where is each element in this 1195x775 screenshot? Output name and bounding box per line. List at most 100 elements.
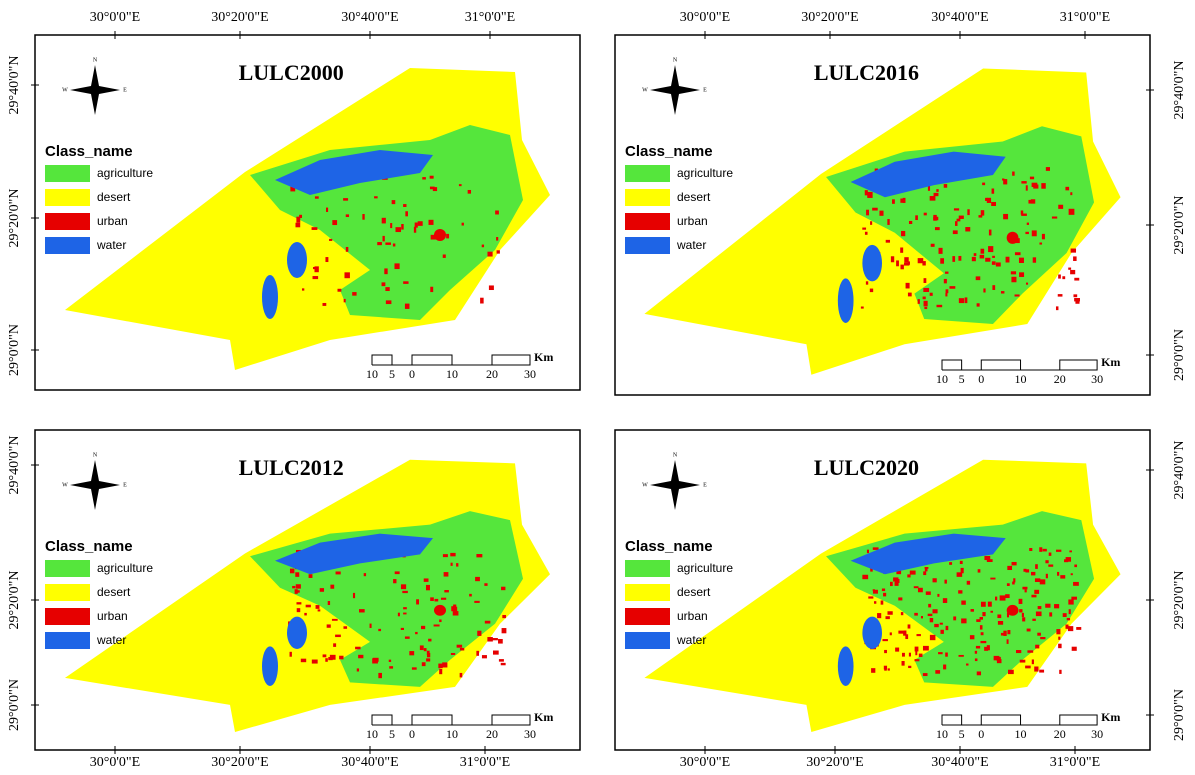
urban-patch	[867, 550, 869, 553]
urban-patch	[1019, 609, 1022, 612]
small-lake	[262, 275, 278, 319]
urban-patch	[468, 190, 471, 194]
urban-patch	[443, 554, 448, 557]
urban-patch	[484, 583, 487, 586]
compass-label: E	[703, 482, 707, 488]
urban-patch	[873, 590, 878, 594]
urban-patch	[895, 582, 899, 586]
urban-patch	[966, 664, 968, 666]
legend-swatch	[625, 189, 670, 206]
urban-patch	[953, 230, 958, 234]
urban-patch	[872, 208, 878, 211]
urban-patch	[1058, 644, 1062, 648]
legend-swatch	[45, 237, 90, 254]
urban-patch	[908, 293, 912, 297]
urban-patch	[932, 609, 937, 613]
urban-patch	[444, 590, 449, 592]
urban-patch	[1074, 298, 1080, 301]
urban-patch	[958, 590, 962, 593]
urban-patch	[382, 218, 386, 224]
urban-patch	[422, 177, 426, 179]
urban-patch	[1027, 650, 1033, 652]
urban-patch	[480, 298, 484, 304]
urban-patch	[403, 281, 408, 284]
urban-patch	[924, 213, 927, 216]
urban-patch	[451, 563, 453, 566]
urban-patch	[415, 632, 418, 634]
urban-patch	[937, 594, 939, 597]
urban-patch	[409, 651, 414, 655]
urban-patch	[981, 210, 985, 215]
urban-patch	[902, 653, 905, 657]
urban-patch	[446, 234, 449, 239]
urban-patch	[1032, 230, 1037, 236]
urban-patch	[364, 573, 366, 576]
scale-label: 0	[409, 367, 415, 381]
urban-patch	[977, 671, 981, 675]
urban-center	[434, 229, 446, 241]
urban-patch	[990, 611, 993, 613]
urban-patch	[900, 265, 903, 270]
urban-patch	[921, 616, 923, 618]
urban-patch	[990, 578, 995, 580]
urban-patch	[982, 612, 985, 616]
map-panel: 30°0'0"E30°20'0"E30°40'0"E31°0'0"E29°40'…	[615, 10, 1187, 395]
compass-label: W	[642, 87, 648, 93]
scale-label: 5	[959, 372, 965, 386]
urban-patch	[923, 297, 926, 300]
urban-patch	[1049, 612, 1052, 616]
urban-patch	[882, 589, 885, 592]
scale-label: 30	[1091, 372, 1103, 386]
urban-patch	[430, 597, 434, 601]
urban-patch	[1056, 629, 1060, 634]
urban-patch	[498, 639, 503, 644]
urban-center	[434, 605, 446, 616]
urban-patch	[915, 647, 919, 652]
urban-patch	[424, 578, 429, 581]
urban-patch	[358, 655, 363, 658]
urban-patch	[1039, 670, 1044, 673]
urban-patch	[296, 217, 300, 223]
urban-patch	[394, 263, 399, 269]
compass-label: W	[62, 482, 68, 488]
urban-center	[1007, 605, 1019, 616]
urban-patch	[487, 637, 492, 641]
urban-patch	[972, 257, 976, 261]
urban-patch	[424, 648, 427, 651]
small-lake	[862, 617, 882, 649]
urban-patch	[930, 196, 936, 201]
legend-label: water	[676, 633, 706, 647]
x-axis-label: 30°40'0"E	[341, 10, 398, 25]
urban-patch	[344, 299, 346, 302]
urban-patch	[313, 276, 319, 279]
urban-patch	[1007, 639, 1009, 644]
urban-patch	[893, 577, 898, 581]
urban-patch	[418, 221, 423, 226]
urban-patch	[933, 578, 937, 582]
urban-patch	[1022, 613, 1024, 617]
urban-patch	[405, 211, 408, 216]
urban-patch	[377, 242, 382, 245]
urban-patch	[978, 215, 982, 217]
urban-patch	[930, 293, 933, 296]
legend-label: agriculture	[97, 166, 153, 180]
urban-patch	[325, 658, 328, 662]
legend-label: water	[96, 633, 126, 647]
urban-patch	[931, 244, 935, 247]
legend-label: urban	[677, 609, 708, 623]
urban-patch	[290, 569, 294, 574]
urban-patch	[1006, 257, 1010, 263]
urban-patch	[945, 293, 947, 296]
urban-patch	[357, 668, 359, 671]
urban-patch	[943, 598, 947, 603]
urban-patch	[935, 670, 940, 674]
legend-swatch	[625, 237, 670, 254]
urban-patch	[870, 221, 872, 225]
legend-swatch	[625, 584, 670, 601]
urban-patch	[1073, 294, 1077, 297]
urban-patch	[1031, 572, 1035, 575]
urban-patch	[1058, 294, 1063, 297]
scale-label: 0	[978, 372, 984, 386]
urban-patch	[1026, 283, 1028, 285]
urban-patch	[1026, 185, 1028, 190]
